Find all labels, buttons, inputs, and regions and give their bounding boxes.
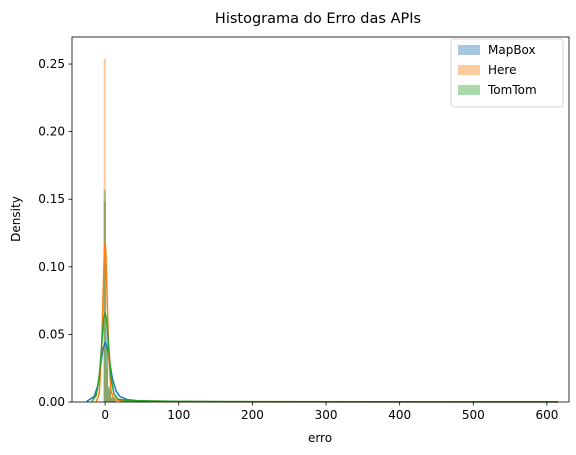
- y-tick-label-4: 0.20: [38, 125, 65, 139]
- x-tick-label-6: 600: [535, 408, 558, 422]
- x-tick-label-3: 300: [315, 408, 338, 422]
- hist-bar-tomtom-1: [105, 345, 109, 402]
- legend-swatch-here: [458, 65, 480, 75]
- x-tick-label-1: 100: [167, 408, 190, 422]
- hist-bar-mapbox-2: [108, 385, 112, 402]
- x-tick-label-4: 400: [388, 408, 411, 422]
- kde-line-mapbox: [86, 341, 558, 403]
- x-tick-label-2: 200: [241, 408, 264, 422]
- histogram-bars: [103, 58, 117, 402]
- hist-bar-here-3: [111, 397, 117, 402]
- y-tick-label-2: 0.10: [38, 260, 65, 274]
- plot-frame: [71, 36, 570, 403]
- hist-bar-mapbox-0: [103, 201, 106, 402]
- kde-line-here: [95, 241, 558, 403]
- y-tick-label-5: 0.25: [38, 57, 65, 71]
- x-tick-label-0: 0: [101, 408, 109, 422]
- legend-swatch-tomtom: [458, 85, 480, 95]
- y-tick-label-1: 0.05: [38, 327, 65, 341]
- legend: MapBox Here TomTom: [450, 38, 564, 108]
- x-tick-label-5: 500: [462, 408, 485, 422]
- legend-swatch-mapbox: [458, 45, 480, 55]
- legend-label-here: Here: [488, 63, 516, 77]
- hist-bar-here-1: [105, 368, 109, 402]
- x-axis-label: erro: [308, 431, 332, 445]
- hist-bar-mapbox-1: [105, 327, 109, 402]
- hist-bar-tomtom-3: [111, 397, 117, 402]
- x-axis-ticks: 0 100 200 300 400 500 600: [101, 402, 558, 422]
- y-tick-label-0: 0.00: [38, 395, 65, 409]
- hist-bar-tomtom-0: [103, 189, 106, 402]
- legend-label-mapbox: MapBox: [488, 43, 536, 57]
- chart-title: Histograma do Erro das APIs: [215, 11, 421, 27]
- y-tick-label-3: 0.15: [38, 192, 65, 206]
- legend-box: [450, 38, 564, 108]
- kde-curves: [86, 241, 558, 403]
- hist-bar-tomtom-2: [108, 388, 112, 402]
- kde-line-tomtom: [91, 312, 558, 403]
- hist-bar-here-2: [108, 391, 112, 402]
- legend-label-tomtom: TomTom: [487, 83, 537, 97]
- y-axis-label: Density: [9, 196, 23, 242]
- hist-bar-here-0: [103, 58, 106, 402]
- y-axis-ticks: 0.00 0.05 0.10 0.15 0.20 0.25: [38, 57, 72, 409]
